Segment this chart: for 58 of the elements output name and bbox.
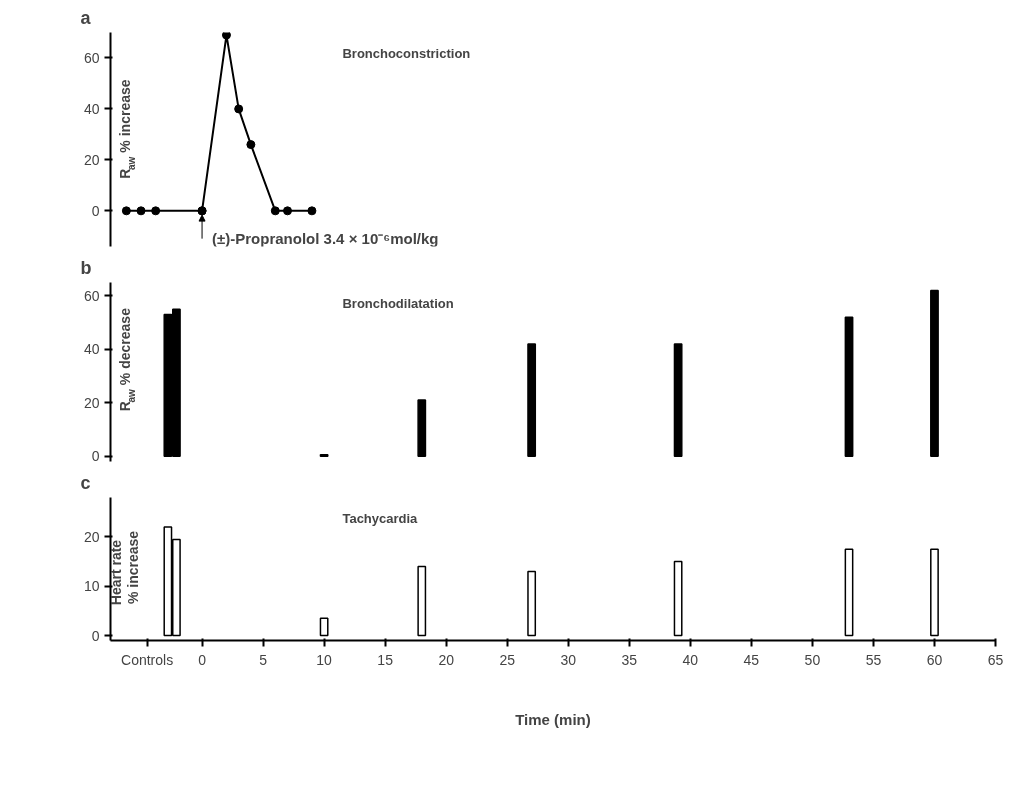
point	[136, 206, 146, 216]
chart-title: a	[80, 7, 92, 28]
x-tick-label: 30	[560, 651, 577, 668]
bar	[319, 617, 329, 637]
bar	[930, 289, 939, 457]
point	[283, 206, 292, 216]
y-axis-title: Raw % increase	[116, 79, 137, 179]
point	[234, 104, 244, 114]
annotation: Bronchoconstriction	[342, 45, 471, 61]
annotation: Bronchodilatation	[342, 295, 454, 311]
y-axis-title: Heart rate % increase	[107, 530, 141, 606]
y-tick-label: 0	[91, 627, 100, 644]
x-tick-label: 35	[621, 651, 638, 668]
annotation: (±)-Propranolol 3.4 × 10⁻⁶mol/kg	[212, 230, 439, 248]
x-tick-label: 25	[499, 651, 516, 668]
chart-title: b	[80, 257, 92, 278]
bar	[417, 399, 427, 457]
x-tick-label: 40	[682, 651, 699, 668]
x-tick-label: 0	[198, 651, 207, 668]
bar	[844, 316, 854, 457]
chart-title: c	[80, 472, 91, 493]
x-tick-label: 20	[438, 651, 455, 668]
bar	[673, 560, 683, 637]
y-tick-label: 0	[91, 202, 100, 219]
x-tick-label: 65	[987, 651, 1004, 668]
point	[221, 32, 231, 40]
x-tick-label: 50	[804, 651, 821, 668]
y-tick-label: 10	[83, 578, 100, 595]
point	[307, 206, 317, 216]
x-tick-label: 5	[259, 651, 268, 668]
y-tick-label: 60	[83, 287, 100, 304]
x-tick-label: 55	[865, 651, 882, 668]
point	[197, 206, 207, 216]
y-tick-label: 20	[83, 528, 100, 545]
bar	[930, 548, 939, 637]
bar	[527, 570, 537, 637]
x-tick-label: Controls	[121, 651, 174, 668]
point	[151, 206, 161, 216]
x-tick-label: 45	[743, 651, 760, 668]
y-tick-label: 0	[91, 448, 100, 465]
x-tick-label: 10	[316, 651, 333, 668]
y-tick-label: 20	[83, 151, 100, 168]
bar	[673, 343, 683, 457]
y-tick-label: 60	[83, 49, 100, 66]
bar	[417, 565, 427, 637]
bar	[527, 343, 537, 457]
annotation: Tachycardia	[342, 510, 419, 526]
y-axis-title: Raw % decrease	[116, 307, 137, 412]
x-tick-label: 60	[926, 651, 943, 668]
y-tick-label: 40	[83, 341, 100, 358]
x-tick-label: 15	[377, 651, 394, 668]
x-axis-title: Time (min)	[515, 710, 591, 728]
bar	[844, 548, 854, 637]
point	[121, 206, 131, 216]
y-tick-label: 40	[83, 100, 100, 117]
point	[270, 206, 280, 216]
y-tick-label: 20	[83, 394, 100, 411]
point	[246, 140, 256, 150]
